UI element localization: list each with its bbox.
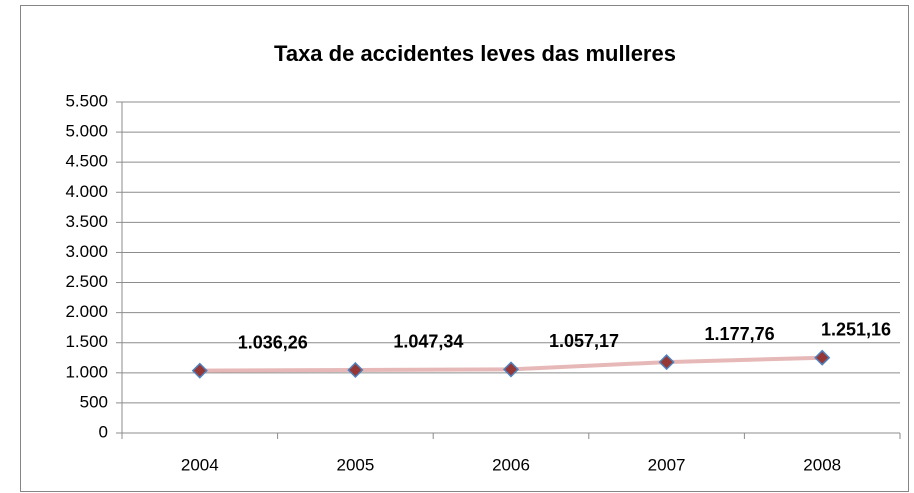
data-point	[502, 361, 520, 378]
data-label: 1.177,76	[705, 324, 775, 344]
y-tick-label: 0	[99, 422, 108, 441]
chart-title: Taxa de accidentes leves das mulleres	[274, 41, 676, 66]
y-tick-label: 500	[80, 392, 108, 411]
x-tick-label: 2006	[492, 455, 530, 474]
chart-border	[20, 5, 909, 492]
data-label: 1.251,16	[821, 319, 891, 339]
y-tick-label: 2.500	[65, 272, 108, 291]
x-tick-label: 2007	[648, 455, 686, 474]
y-tick-label: 1.000	[65, 362, 108, 381]
y-tick-label: 4.500	[65, 152, 108, 171]
y-tick-label: 4.000	[65, 182, 108, 201]
data-label: 1.057,17	[549, 331, 619, 351]
y-tick-label: 1.500	[65, 332, 108, 351]
data-label: 1.036,26	[238, 332, 308, 352]
y-tick-label: 5.500	[65, 91, 108, 110]
y-tick-label: 3.000	[65, 242, 108, 261]
data-point	[191, 362, 208, 379]
data-point	[658, 354, 675, 371]
y-tick-label: 2.000	[65, 302, 108, 321]
y-tick-label: 3.500	[65, 212, 108, 231]
x-tick-label: 2008	[803, 455, 841, 474]
x-tick-label: 2004	[181, 455, 219, 474]
data-point	[814, 349, 831, 366]
data-label: 1.047,34	[393, 332, 463, 352]
y-tick-label: 5.000	[65, 122, 108, 141]
x-tick-label: 2005	[336, 455, 374, 474]
data-point	[347, 361, 364, 379]
